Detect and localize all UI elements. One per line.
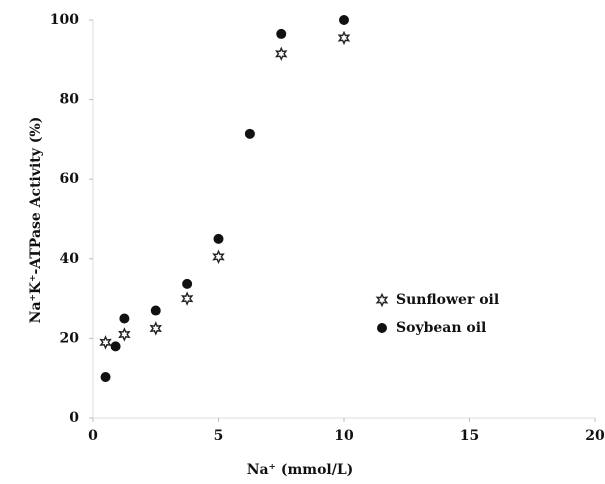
x-tick-label: 10 <box>334 428 354 444</box>
data-point <box>339 15 349 25</box>
legend-label: Soybean oil <box>396 320 486 336</box>
data-point <box>110 341 121 352</box>
data-point <box>337 30 351 46</box>
x-tick-label: 5 <box>214 428 224 444</box>
y-tick-label: 100 <box>50 12 79 28</box>
data-point <box>182 278 193 289</box>
legend-marker <box>377 323 387 333</box>
data-point <box>149 321 163 336</box>
data-point <box>119 313 130 324</box>
legend-marker <box>375 292 389 308</box>
data-point <box>212 249 225 265</box>
data-point <box>99 335 112 350</box>
data-point <box>276 28 287 39</box>
y-tick-label: 0 <box>69 410 79 426</box>
x-tick-label: 0 <box>88 428 98 444</box>
x-tick-label: 20 <box>585 428 605 444</box>
data-point <box>180 291 194 306</box>
data-point <box>275 46 288 62</box>
y-axis-label: Na⁺K⁺-ATPase Activity (%) <box>28 117 44 324</box>
data-point <box>244 128 255 139</box>
y-tick-label: 60 <box>60 171 80 187</box>
legend-label: Sunflower oil <box>396 292 499 308</box>
data-point <box>150 305 161 316</box>
y-tick-label: 40 <box>60 251 80 267</box>
data-point <box>118 327 131 342</box>
x-tick-label: 15 <box>460 428 479 444</box>
x-axis-label: Na⁺ (mmol/L) <box>247 462 354 478</box>
data-point <box>213 233 224 244</box>
y-tick-label: 20 <box>60 330 80 346</box>
y-tick-label: 80 <box>60 92 80 108</box>
data-point <box>100 372 111 383</box>
